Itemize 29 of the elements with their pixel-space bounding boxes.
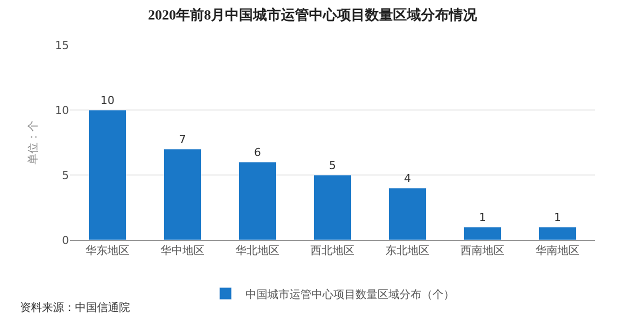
x-tick-label: 华中地区 [160, 244, 204, 258]
data-label: 5 [329, 159, 336, 172]
data-label: 7 [179, 133, 186, 146]
data-label: 4 [404, 172, 411, 185]
bar [388, 188, 426, 240]
y-axis-title: 单位：个 [26, 120, 40, 164]
bar [538, 226, 576, 240]
x-tick-label: 华东地区 [86, 244, 130, 258]
data-label: 6 [254, 146, 261, 159]
bar [88, 110, 126, 240]
x-tick-label: 西南地区 [460, 244, 504, 258]
bar [164, 148, 202, 240]
y-tick-label: 0 [62, 234, 69, 247]
y-tick-label: 5 [62, 168, 69, 182]
x-tick-label: 西北地区 [310, 244, 354, 258]
x-tick-label: 东北地区 [386, 244, 430, 258]
data-label: 1 [479, 211, 486, 224]
legend-label: 中国城市运管中心项目数量区域分布（个） [246, 288, 454, 301]
chart-title: 2020年前8月中国城市运管中心项目数量区域分布情况 [148, 6, 478, 24]
bar [238, 162, 276, 240]
data-label: 1 [554, 211, 561, 224]
data-label: 10 [100, 94, 114, 107]
text: 资料来源：中国信通院 [20, 301, 130, 314]
y-tick-label: 15 [55, 38, 69, 52]
y-tick-label: 10 [55, 104, 69, 117]
bar [464, 226, 502, 240]
bar [314, 174, 352, 240]
x-tick-label: 华南地区 [536, 244, 580, 258]
x-tick-label: 华北地区 [236, 244, 280, 258]
